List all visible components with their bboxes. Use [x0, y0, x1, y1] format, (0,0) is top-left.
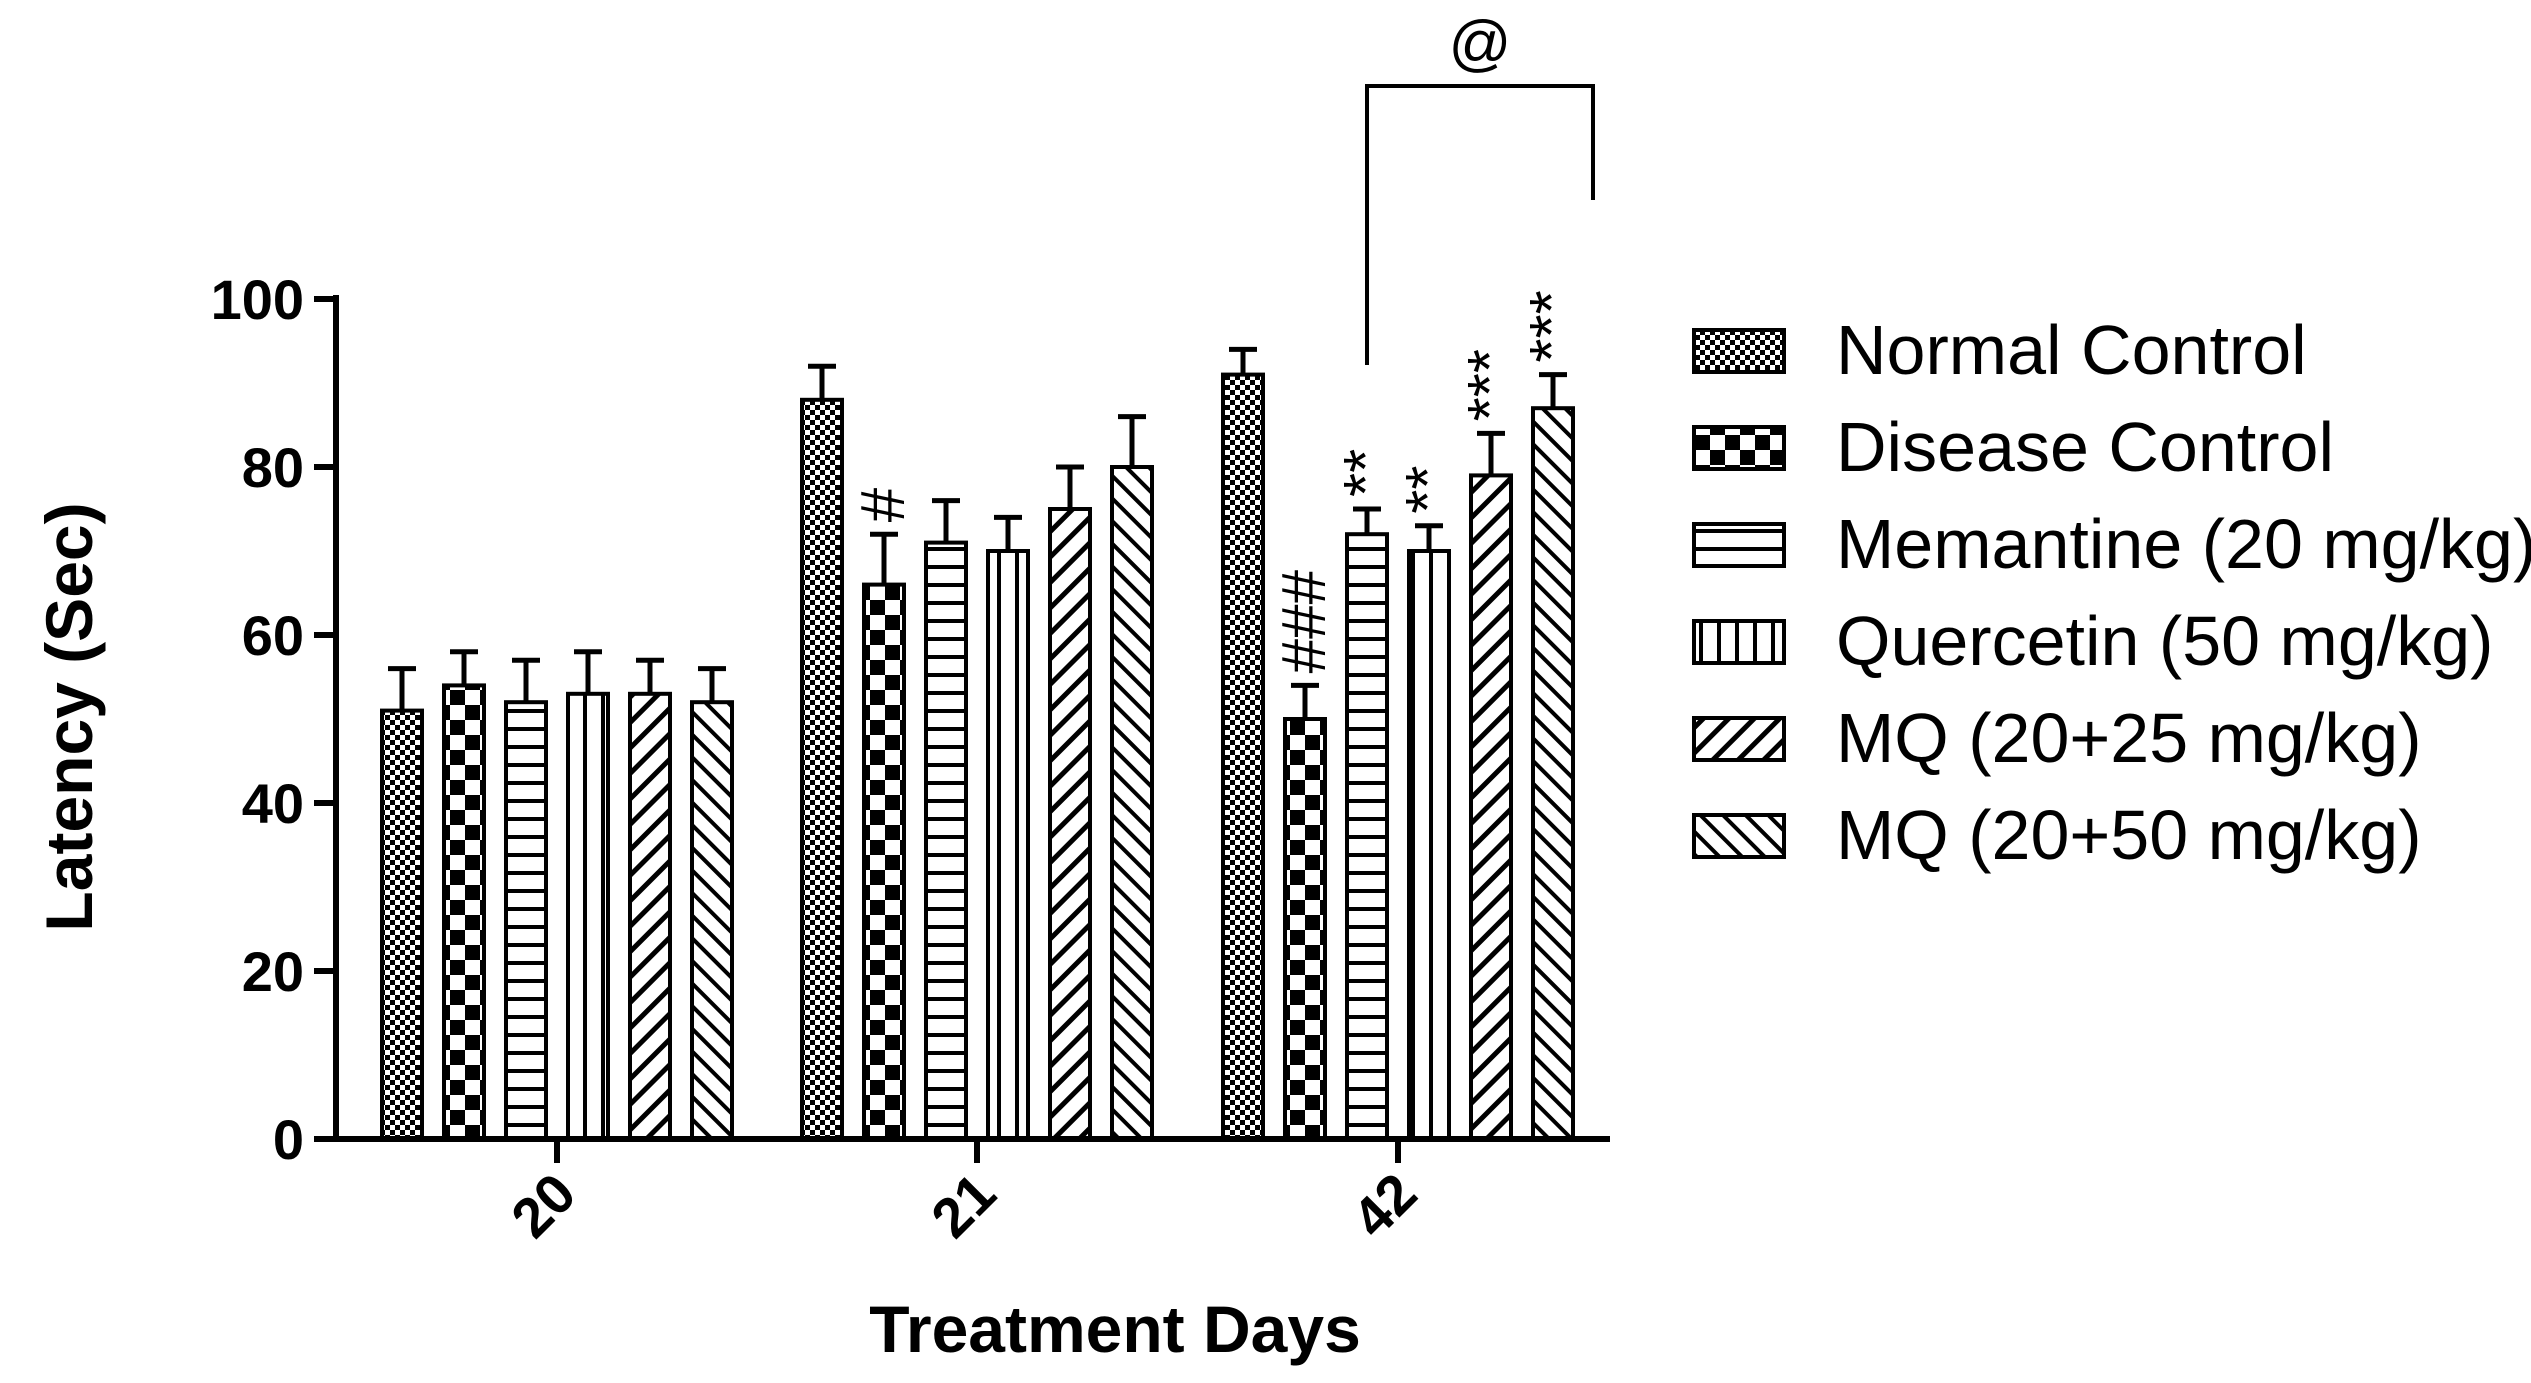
bar	[380, 708, 424, 1141]
significance-label: **	[1394, 466, 1463, 514]
bar	[690, 700, 734, 1141]
bar	[1407, 549, 1451, 1141]
significance-label: ***	[1456, 349, 1525, 421]
bar	[1110, 465, 1154, 1141]
legend-label: Normal Control	[1836, 311, 2307, 389]
x-tick-label: 20	[499, 1161, 588, 1250]
y-tick-label: 0	[273, 1108, 304, 1171]
y-axis-title: Latency (Sec)	[32, 502, 106, 931]
bar	[566, 691, 610, 1141]
y-tick-label: 80	[242, 436, 304, 499]
legend-label: MQ (20+50 mg/kg)	[1836, 796, 2422, 874]
bracket-label: @	[1449, 9, 1512, 78]
bar	[1469, 473, 1513, 1141]
legend-label: MQ (20+25 mg/kg)	[1836, 699, 2422, 777]
legend-swatch	[1692, 522, 1786, 568]
bar	[442, 683, 486, 1142]
legend: Normal Control Disease Control Memantine (…	[1692, 311, 2531, 874]
bar	[800, 397, 844, 1141]
legend-swatch	[1692, 813, 1786, 859]
y-tick-label: 20	[242, 940, 304, 1003]
x-tick-label: 42	[1340, 1161, 1429, 1250]
legend-label: Quercetin (50 mg/kg)	[1836, 602, 2493, 680]
legend-swatch	[1692, 328, 1786, 374]
bar	[1221, 372, 1265, 1142]
legend-swatch	[1692, 619, 1786, 665]
bar	[1531, 406, 1575, 1141]
y-tick-label: 100	[211, 268, 304, 331]
y-tick-label: 40	[242, 772, 304, 835]
x-tick-label: 21	[919, 1161, 1008, 1250]
x-axis-title: Treatment Days	[869, 1292, 1361, 1366]
bar	[504, 700, 548, 1141]
bar	[1345, 532, 1389, 1141]
significance-label: ***	[1518, 290, 1587, 362]
legend-swatch	[1692, 716, 1786, 762]
significance-label: #	[849, 487, 918, 522]
bar	[628, 691, 672, 1141]
significance-label: **	[1332, 449, 1401, 497]
significance-bracket	[1365, 84, 1595, 365]
bar	[1283, 717, 1327, 1141]
y-tick-label: 60	[242, 604, 304, 667]
legend-label: Memantine (20 mg/kg)	[1836, 505, 2531, 583]
bar	[1048, 507, 1092, 1141]
bar	[986, 549, 1030, 1141]
legend-swatch	[1692, 425, 1786, 471]
significance-label: ###	[1270, 569, 1339, 673]
legend-label: Disease Control	[1836, 408, 2334, 486]
bar	[862, 582, 906, 1141]
bar	[924, 540, 968, 1141]
